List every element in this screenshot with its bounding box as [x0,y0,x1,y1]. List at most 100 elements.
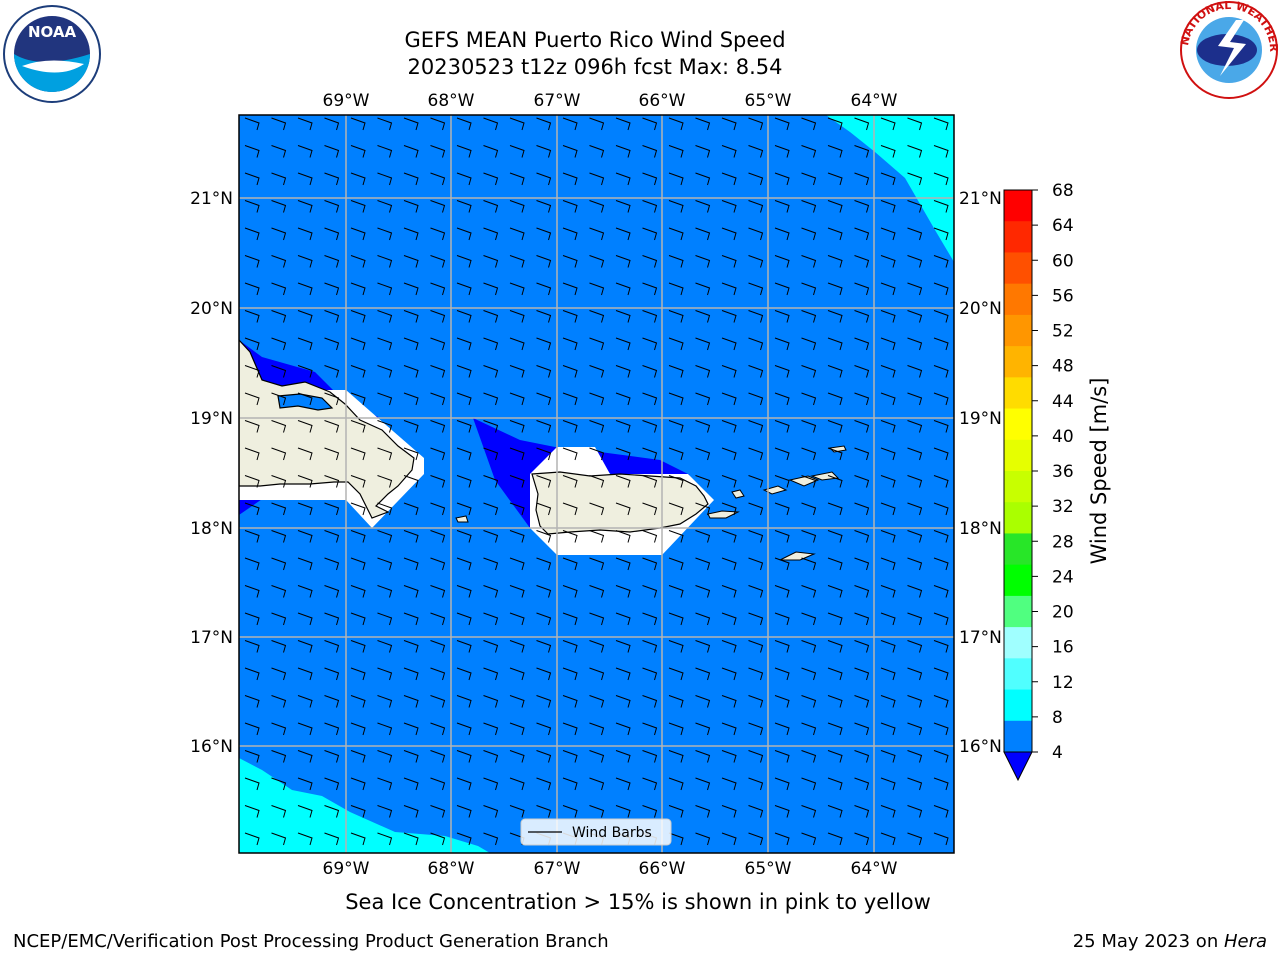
lon-label-top-65w: 65°W [745,91,792,111]
wind-barb [244,392,260,406]
wind-barb [774,365,790,378]
wind-barb [589,585,605,598]
wind-barb [350,805,366,818]
wind-barb [801,502,817,516]
wind-barb [774,530,790,543]
wind-barb [456,557,472,571]
wind-barb [297,640,313,653]
colorbar-segment [1004,471,1032,503]
lon-label-bottom-68w: 68°W [428,859,475,879]
wind-barb [456,310,472,323]
wind-barb [668,530,684,543]
wind-barb [244,172,260,186]
wind-barb [642,255,658,268]
wind-barb [456,695,472,708]
wind-barb [615,447,631,461]
wind-barb [801,365,817,378]
wind-barb [483,282,499,296]
wind-barb [721,117,737,131]
wind-barb [403,447,419,461]
wind-barb [615,200,631,213]
wind-barb [907,612,923,626]
colorbar-tick-label: 56 [1052,286,1074,306]
wind-barb [509,750,525,763]
wind-barb [324,777,340,791]
wind-barb [297,447,313,461]
wind-barb [562,117,578,131]
colorbar-tick-label: 36 [1052,462,1074,482]
colorbar-tick-label: 48 [1052,357,1074,377]
wind-barb [403,502,419,516]
wind-barb [721,695,737,708]
wind-barb [297,227,313,241]
wind-barb [456,200,472,213]
wind-barb [536,530,552,543]
wind-barb [615,502,631,516]
wind-barb [827,200,843,213]
colorbar [1003,189,1033,782]
wind-barb [854,832,870,846]
wind-barb [721,255,737,268]
wind-barb [509,557,525,571]
wind-barb [933,805,949,818]
wind-barb [827,337,843,351]
wind-barb [297,612,313,626]
wind-barb [721,832,737,846]
lat-label-right-19n: 19°N [959,409,1002,429]
wind-barb [244,227,260,241]
wind-barb [748,172,764,186]
wind-barb [456,227,472,241]
wind-barb [615,117,631,131]
wind-barb [615,557,631,571]
lon-label-bottom-69w: 69°W [323,859,370,879]
wind-barb [827,530,843,543]
colorbar-segment [1004,564,1032,597]
wind-barb [721,557,737,571]
wind-barb [403,612,419,626]
colorbar-tick-label: 60 [1052,251,1074,271]
wind-barb [615,475,631,488]
wind-barb [271,777,287,791]
wind-barb [801,612,817,626]
wind-barb [907,227,923,241]
wind-barb [456,282,472,296]
wind-barb [403,585,419,598]
wind-barb [615,667,631,681]
wind-barb [403,172,419,186]
wind-barb [801,585,817,598]
wind-barb [377,227,393,241]
wind-barb [615,172,631,186]
wind-barb [854,310,870,323]
wind-barb [589,695,605,708]
wind-barb [854,172,870,186]
wind-barb [933,310,949,323]
wind-barb [271,145,287,158]
wind-barb [350,475,366,488]
colorbar-tick-label: 40 [1052,427,1074,447]
colorbar-label: Wind Speed [m/s] [1087,378,1111,565]
wind-barb [589,310,605,323]
wind-barb [695,475,711,488]
wind-barb [350,227,366,241]
wind-barb [377,777,393,791]
wind-barb [271,172,287,186]
wind-barb [324,255,340,268]
wind-barb [854,200,870,213]
wind-barb [297,117,313,131]
wind-barb [244,667,260,681]
wind-barb [880,310,896,323]
wind-barb [589,667,605,681]
wind-barb [668,392,684,406]
wind-barb [615,255,631,268]
wind-barb [668,365,684,378]
wind-barb [509,337,525,351]
wind-barb [244,337,260,351]
wind-barb [748,832,764,846]
footer-host: Hera [1223,931,1267,952]
wind-barb [244,530,260,543]
wind-barb [907,310,923,323]
wind-barb [668,557,684,571]
wind-barb [827,612,843,626]
wind-barb [324,722,340,736]
colorbar-segment [1004,408,1032,441]
